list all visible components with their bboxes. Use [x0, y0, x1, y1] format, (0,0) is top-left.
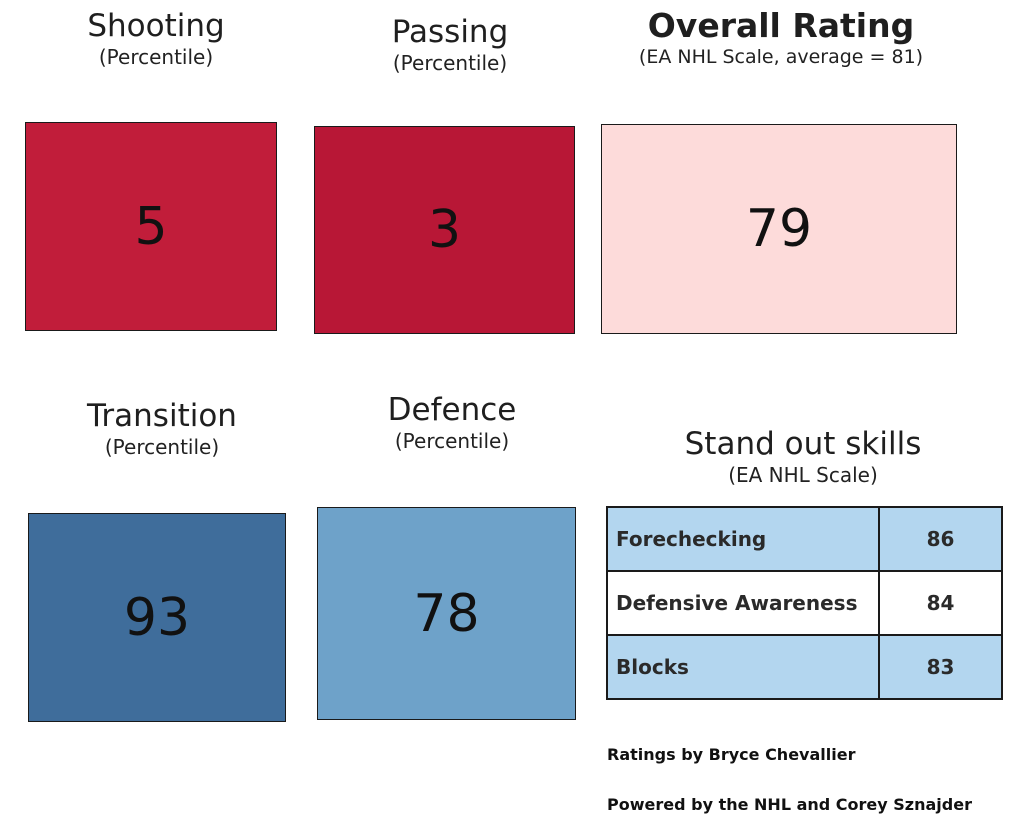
- passing-heading: Passing (Percentile): [320, 14, 580, 76]
- defence-tile: 78: [317, 507, 576, 720]
- passing-subtitle: (Percentile): [392, 51, 508, 75]
- skill-value: 86: [878, 506, 1003, 572]
- defence-value: 78: [413, 583, 480, 644]
- standout-subtitle: (EA NHL Scale): [728, 463, 878, 487]
- shooting-value: 5: [134, 196, 168, 257]
- passing-tile: 3: [314, 126, 575, 334]
- skill-name: Defensive Awareness: [606, 570, 880, 636]
- standout-heading: Stand out skills (EA NHL Scale): [628, 426, 978, 488]
- ratings-credit: Ratings by Bryce Chevallier: [607, 745, 856, 764]
- shooting-title: Shooting: [87, 8, 225, 44]
- shooting-tile: 5: [25, 122, 277, 331]
- shooting-heading: Shooting (Percentile): [26, 8, 286, 70]
- table-row: Blocks 83: [606, 634, 1003, 700]
- defence-title: Defence: [387, 392, 517, 428]
- defence-heading: Defence (Percentile): [322, 392, 582, 454]
- powered-credit: Powered by the NHL and Corey Sznajder: [607, 795, 972, 814]
- transition-heading: Transition (Percentile): [32, 398, 292, 460]
- skill-name: Blocks: [606, 634, 880, 700]
- skill-value: 83: [878, 634, 1003, 700]
- overall-subtitle: (EA NHL Scale, average = 81): [638, 46, 924, 68]
- table-row: Forechecking 86: [606, 506, 1003, 572]
- overall-heading: Overall Rating (EA NHL Scale, average = …: [606, 8, 956, 70]
- overall-title: Overall Rating: [647, 6, 915, 45]
- defence-subtitle: (Percentile): [394, 429, 510, 453]
- passing-value: 3: [427, 200, 462, 260]
- standout-title: Stand out skills: [684, 426, 922, 462]
- standout-skills-table: Forechecking 86 Defensive Awareness 84 B…: [606, 506, 1003, 700]
- overall-value: 79: [745, 199, 813, 259]
- shooting-subtitle: (Percentile): [98, 45, 214, 69]
- skill-value: 84: [878, 570, 1003, 636]
- skill-name: Forechecking: [606, 506, 880, 572]
- passing-title: Passing: [391, 14, 509, 50]
- transition-value: 93: [123, 587, 191, 648]
- transition-tile: 93: [28, 513, 286, 722]
- transition-subtitle: (Percentile): [104, 435, 220, 459]
- transition-title: Transition: [87, 398, 237, 434]
- overall-tile: 79: [601, 124, 957, 334]
- table-row: Defensive Awareness 84: [606, 570, 1003, 636]
